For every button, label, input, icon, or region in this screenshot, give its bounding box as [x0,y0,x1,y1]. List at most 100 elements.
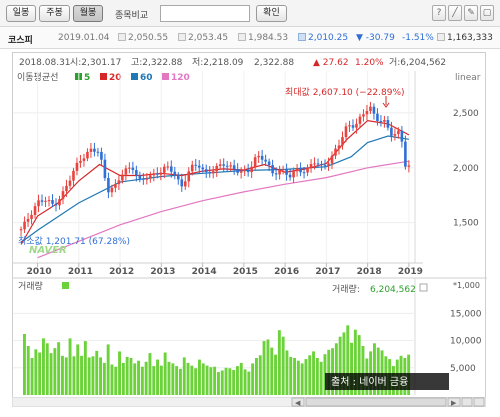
low-icon [238,33,246,41]
legend-label-60: 60 [140,73,153,83]
volume-bar [42,338,45,395]
volume-title: 거래량 [18,280,43,292]
candle-down [246,169,250,173]
volume-bar [152,366,156,395]
candle-up [211,171,215,174]
scrollbar[interactable]: ◀ ▶ [12,397,486,407]
scroll-thumb[interactable] [305,397,447,407]
quote-high: 2,053.45 [178,33,228,43]
volume-y-ticks: 5,000 10,000 15,000 [450,309,482,373]
volume-bar [323,354,327,395]
lightbulb-icon[interactable]: ? [432,5,446,21]
candle-up [163,166,166,173]
scroll-left-button[interactable] [291,397,305,407]
candle-up [383,119,386,122]
draw-icon[interactable]: ✎ [464,5,478,21]
zoom-in-button[interactable] [473,397,485,407]
volume-bar [53,348,57,395]
candle-up [121,174,124,181]
candle-down [302,172,306,174]
candle-up [117,180,121,185]
candle-up [65,185,68,192]
volume-bar [236,366,239,395]
confirm-button[interactable]: 확인 [256,5,287,22]
candle-up [337,145,341,149]
candle-down [176,175,180,180]
candle-down [372,106,376,114]
quote-change: ▼ -30.79 [356,33,395,43]
volume-bar [243,369,247,395]
volume-bar [357,335,361,395]
volume-bar [319,361,323,395]
scroll-track[interactable] [12,397,486,407]
volume-bar [376,347,380,395]
volume-bar [251,363,255,395]
volume-bar [258,355,262,395]
candle-up [166,166,170,168]
volume-bar [353,329,357,395]
price-y-tick-label: 2,000 [453,164,479,174]
candle-up [19,229,23,231]
candle-down [264,159,267,162]
volume-bar [68,338,72,395]
candle-up [152,173,156,176]
volume-bar [118,351,121,395]
info-high: 고:2,322.88 [131,58,183,68]
candle-up [334,148,337,156]
candle-down [316,163,320,165]
candle-up [149,175,152,179]
candle-up [23,221,26,230]
volume-bar [209,367,213,395]
volume-bar [312,351,315,395]
candle-down [390,127,393,136]
candle-up [330,155,334,164]
info-close: 2,322.88 [254,58,294,68]
volume-bar [308,355,312,395]
candle-down [51,200,54,204]
volume-bar [194,368,198,395]
volume-legend-icon [62,282,69,289]
quote-low: 1,984.53 [238,33,288,43]
price-chart: 2018.08.31 시:2,301.17 고:2,322.88 저:2,218… [13,57,487,395]
quote-change-pct: -1.51% [402,33,434,43]
volume-bar [167,361,171,395]
scale-label: linear [455,73,481,83]
expand-icon[interactable]: ▢ [480,5,494,21]
candle-up [47,200,51,202]
candle-down [260,155,264,160]
volume-bar [171,363,175,395]
candle-down [232,165,236,169]
volume-bar [148,353,152,395]
candle-up [58,199,61,206]
volume-current-label: 거래량: [332,283,360,295]
volume-bar [327,349,331,395]
candle-up [44,200,47,202]
candle-down [376,113,379,121]
source-caption: 출처 : 네이버 금융 [331,376,408,388]
tab-monthly[interactable]: 월봉 [73,5,103,22]
volume-bar [125,356,129,395]
info-open: 시:2,301.17 [70,57,121,68]
line-tool-icon[interactable]: ╱ [448,5,462,21]
candle-down [323,164,327,166]
candle-up [253,157,257,167]
volume-bar [121,362,125,395]
candle-down [222,164,226,166]
candle-up [218,164,222,166]
price-grid [13,71,415,263]
volume-bar [285,350,289,395]
candle-up [114,184,117,188]
candle-down [201,167,205,170]
compare-input[interactable] [160,5,250,22]
volume-bar [144,361,148,395]
price-y-tick-label: 2,500 [453,109,479,119]
zoom-out-button[interactable] [461,397,473,407]
candles [19,101,411,237]
scroll-right-button[interactable] [447,397,461,407]
tab-daily[interactable]: 일봉 [6,5,36,22]
candle-down [236,168,239,173]
candle-down [274,173,278,175]
volume-bar [274,354,277,395]
tab-weekly[interactable]: 주봉 [39,5,70,22]
min-annotation: 최소값 1,201.71 (67.28%) [18,235,130,247]
